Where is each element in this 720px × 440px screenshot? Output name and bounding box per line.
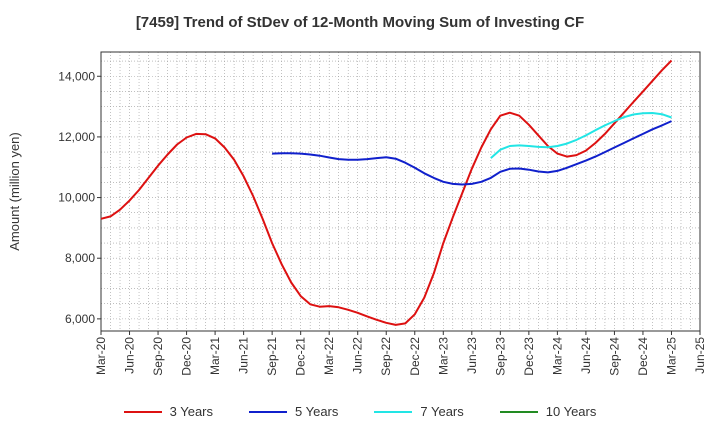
x-tick-label: Sep-23 (493, 337, 507, 376)
x-tick-label: Mar-20 (94, 337, 108, 375)
y-tick-label: 8,000 (65, 251, 95, 265)
x-tick-label: Dec-22 (408, 337, 422, 376)
legend-item-5-years: 5 Years (249, 404, 338, 419)
x-tick-label: Jun-20 (123, 337, 137, 374)
x-tick-label: Sep-24 (607, 337, 621, 376)
x-tick-label: Sep-21 (265, 337, 279, 376)
chart-title: [7459] Trend of StDev of 12-Month Moving… (135, 14, 585, 31)
x-tick-label: Jun-23 (465, 337, 479, 374)
plot-area (101, 52, 700, 331)
x-tick-label: Jun-25 (693, 337, 707, 374)
y-tick-label: 14,000 (58, 69, 95, 83)
x-tick-label: Mar-23 (436, 337, 450, 375)
x-tick-label: Dec-21 (294, 337, 308, 376)
x-tick-label: Dec-23 (522, 337, 536, 376)
legend-label-7-years: 7 Years (420, 404, 464, 419)
x-tick-label: Jun-24 (579, 337, 593, 374)
y-tick-label: 12,000 (58, 130, 95, 144)
x-tick-label: Sep-20 (151, 337, 165, 376)
x-tick-label: Mar-21 (208, 337, 222, 375)
legend-label-10-years: 10 Years (545, 404, 597, 419)
series-line-7-years (490, 112, 672, 159)
x-tick-label: Dec-20 (180, 337, 194, 376)
x-tick-label: Jun-22 (351, 337, 365, 374)
series-line-5-years (272, 120, 672, 186)
legend-swatch-10-years (499, 410, 538, 413)
legend-swatch-7-years (374, 410, 413, 413)
legend-item-10-years: 10 Years (499, 404, 597, 419)
legend-item-3-years: 3 Years (123, 404, 213, 419)
legend-swatch-5-years (249, 410, 287, 413)
plot-frame (100, 51, 701, 332)
legend-swatch-3-years (123, 410, 162, 413)
x-tick-label: Mar-25 (664, 337, 678, 375)
series-line-3-years (100, 59, 673, 326)
legend-label-3-years: 3 Years (169, 404, 213, 419)
chart-legend: 3 Years 5 Years 7 Years 10 Years (0, 404, 720, 419)
legend-label-5-years: 5 Years (295, 404, 339, 419)
y-axis-title: Amount (million yen) (7, 132, 22, 251)
x-tick-label: Mar-22 (322, 337, 336, 375)
y-tick-label: 10,000 (58, 191, 95, 205)
x-tick-label: Mar-24 (550, 337, 564, 375)
x-tick-label: Sep-22 (379, 337, 393, 376)
x-tick-label: Dec-24 (636, 337, 650, 376)
y-tick-label: 6,000 (65, 312, 95, 326)
x-tick-label: Jun-21 (237, 337, 251, 374)
legend-item-7-years: 7 Years (374, 404, 464, 419)
